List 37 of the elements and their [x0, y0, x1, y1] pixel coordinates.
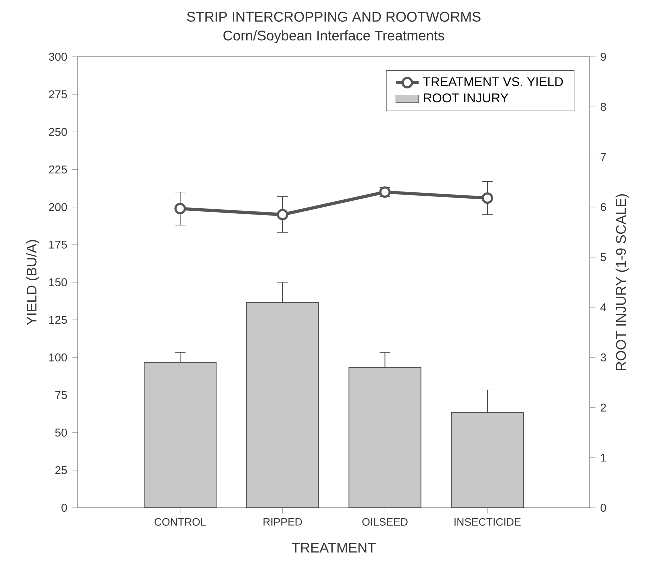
y2-tick-label: 3	[600, 354, 606, 362]
y2-tick-label: 0	[600, 504, 606, 512]
y-tick-label: 75	[56, 391, 68, 400]
y-tick-label: 275	[49, 90, 68, 99]
y-tick-label: 150	[50, 278, 68, 287]
y-tick-label: 175	[50, 240, 68, 249]
y2-tick-label: 7	[600, 153, 606, 162]
point	[482, 192, 494, 204]
chart-subtitle: Corn/Soybean Interface Treatments	[224, 30, 444, 44]
y-tick-label: 125	[50, 316, 68, 324]
y2-tick-label: 6	[600, 203, 606, 212]
legend-label: ROOT INJURY	[424, 94, 509, 103]
y2-tick-label: 1	[601, 454, 606, 462]
y-tick-label: 0	[62, 504, 68, 512]
y-tick-label: 100	[50, 354, 68, 362]
y-tick-label: 25	[56, 466, 68, 474]
x-tick-label: CONTROL	[154, 518, 206, 526]
y2-tick-label: 9	[600, 53, 606, 62]
y-tick-label: 225	[49, 166, 68, 174]
y2-tick-label: 2	[600, 404, 606, 412]
y-tick-label: 200	[49, 203, 68, 212]
y-axis-title: YIELD (BU/A)	[26, 240, 40, 326]
y-tick-label: 50	[55, 428, 68, 437]
x-tick-label: INSECTICIDE	[454, 518, 521, 526]
y2-tick-label: 4	[600, 304, 606, 312]
y-tick-label: 300	[49, 52, 68, 62]
x-tick-label: OILSEED	[362, 518, 408, 526]
point	[174, 203, 186, 215]
legend-label: TREATMENT VS. YIELD	[423, 77, 564, 86]
chart-title: STRIP INTERCROPPING AND ROOTWORMS	[187, 12, 481, 22]
y2-axis-title: ROOT INJURY (1-9 SCALE)	[616, 194, 629, 370]
x-tick-label: RIPPED	[264, 518, 302, 526]
y2-tick-label: 5	[600, 253, 606, 262]
y2-tick-label: 8	[600, 103, 606, 112]
y-tick-label: 250	[49, 128, 68, 136]
point	[277, 209, 289, 221]
x-axis-title: TREATMENT	[292, 543, 376, 553]
